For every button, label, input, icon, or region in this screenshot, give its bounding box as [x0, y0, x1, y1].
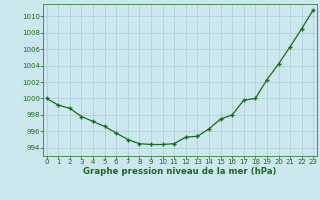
X-axis label: Graphe pression niveau de la mer (hPa): Graphe pression niveau de la mer (hPa)	[83, 167, 277, 176]
